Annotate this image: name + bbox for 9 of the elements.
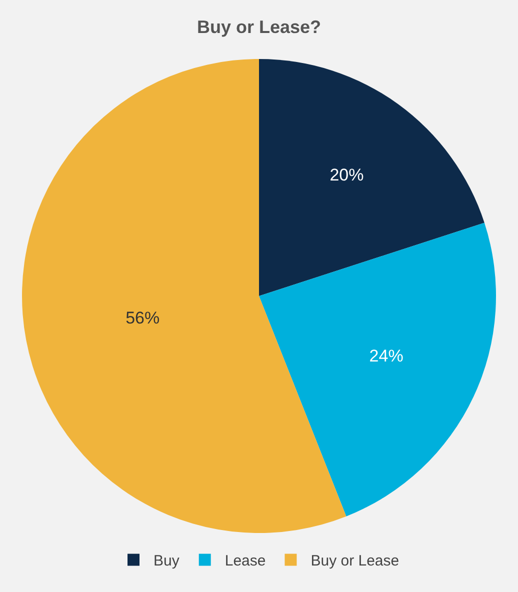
data-label: 56% [126, 308, 160, 328]
legend-label: Buy or Lease [310, 552, 400, 570]
pie-slice [259, 222, 496, 516]
data-label: 24% [369, 346, 404, 366]
legend-label: Buy [154, 552, 180, 570]
chart-title: Buy or Lease? [196, 16, 322, 37]
pie-slice [259, 59, 484, 296]
legend-label: Lease [224, 552, 266, 570]
data-label: 20% [330, 166, 364, 185]
